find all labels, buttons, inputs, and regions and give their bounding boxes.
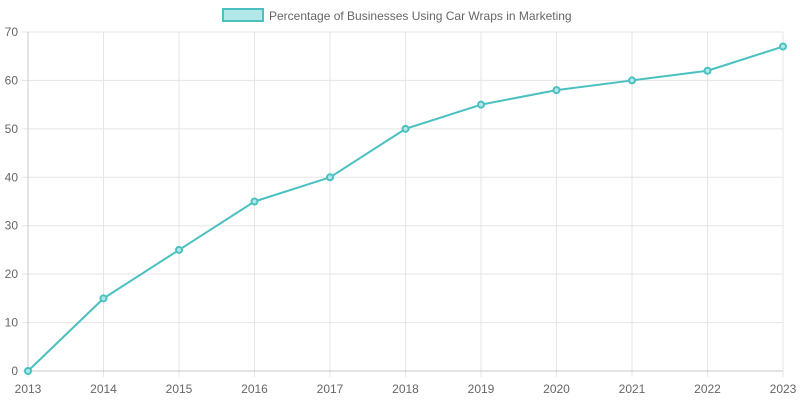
x-tick-label: 2018 (392, 382, 419, 396)
data-point[interactable] (99, 294, 108, 303)
y-tick-label: 20 (5, 267, 19, 281)
y-tick-label: 0 (11, 364, 18, 378)
legend[interactable]: Percentage of Businesses Using Car Wraps… (222, 8, 572, 23)
y-tick-label: 30 (5, 219, 19, 233)
x-tick-label: 2019 (468, 382, 495, 396)
legend-label[interactable]: Percentage of Businesses Using Car Wraps… (269, 9, 572, 23)
x-tick-label: 2014 (90, 382, 117, 396)
y-tick-label: 40 (5, 170, 19, 184)
x-tick-label: 2020 (543, 382, 570, 396)
gridlines (22, 31, 784, 377)
y-tick-label: 10 (5, 316, 19, 330)
y-axis-ticks: 0 10 20 30 40 50 60 70 (5, 25, 19, 378)
data-point[interactable] (552, 86, 561, 95)
y-tick-label: 50 (5, 122, 19, 136)
data-point[interactable] (250, 197, 259, 206)
data-point[interactable] (326, 173, 334, 182)
y-tick-label: 60 (5, 73, 19, 87)
axes (27, 32, 783, 372)
y-tick-label: 70 (5, 25, 19, 39)
data-point[interactable] (477, 100, 485, 109)
x-tick-label: 2013 (15, 382, 42, 396)
series-group (24, 42, 787, 375)
data-point[interactable] (24, 367, 32, 375)
x-tick-label: 2015 (166, 382, 193, 396)
data-point[interactable] (628, 76, 636, 85)
x-tick-label: 2021 (619, 382, 646, 396)
x-axis-ticks: 2013 2014 2015 2016 2017 2018 2019 2020 2021 2022… (15, 382, 797, 396)
data-point[interactable] (779, 42, 787, 51)
data-point[interactable] (401, 124, 410, 133)
legend-swatch[interactable] (222, 8, 264, 22)
x-tick-label: 2016 (241, 382, 268, 396)
x-tick-label: 2022 (694, 382, 721, 396)
x-tick-label: 2017 (317, 382, 344, 396)
x-tick-label: 2023 (770, 382, 797, 396)
data-point[interactable] (703, 66, 712, 75)
data-point[interactable] (175, 245, 183, 254)
